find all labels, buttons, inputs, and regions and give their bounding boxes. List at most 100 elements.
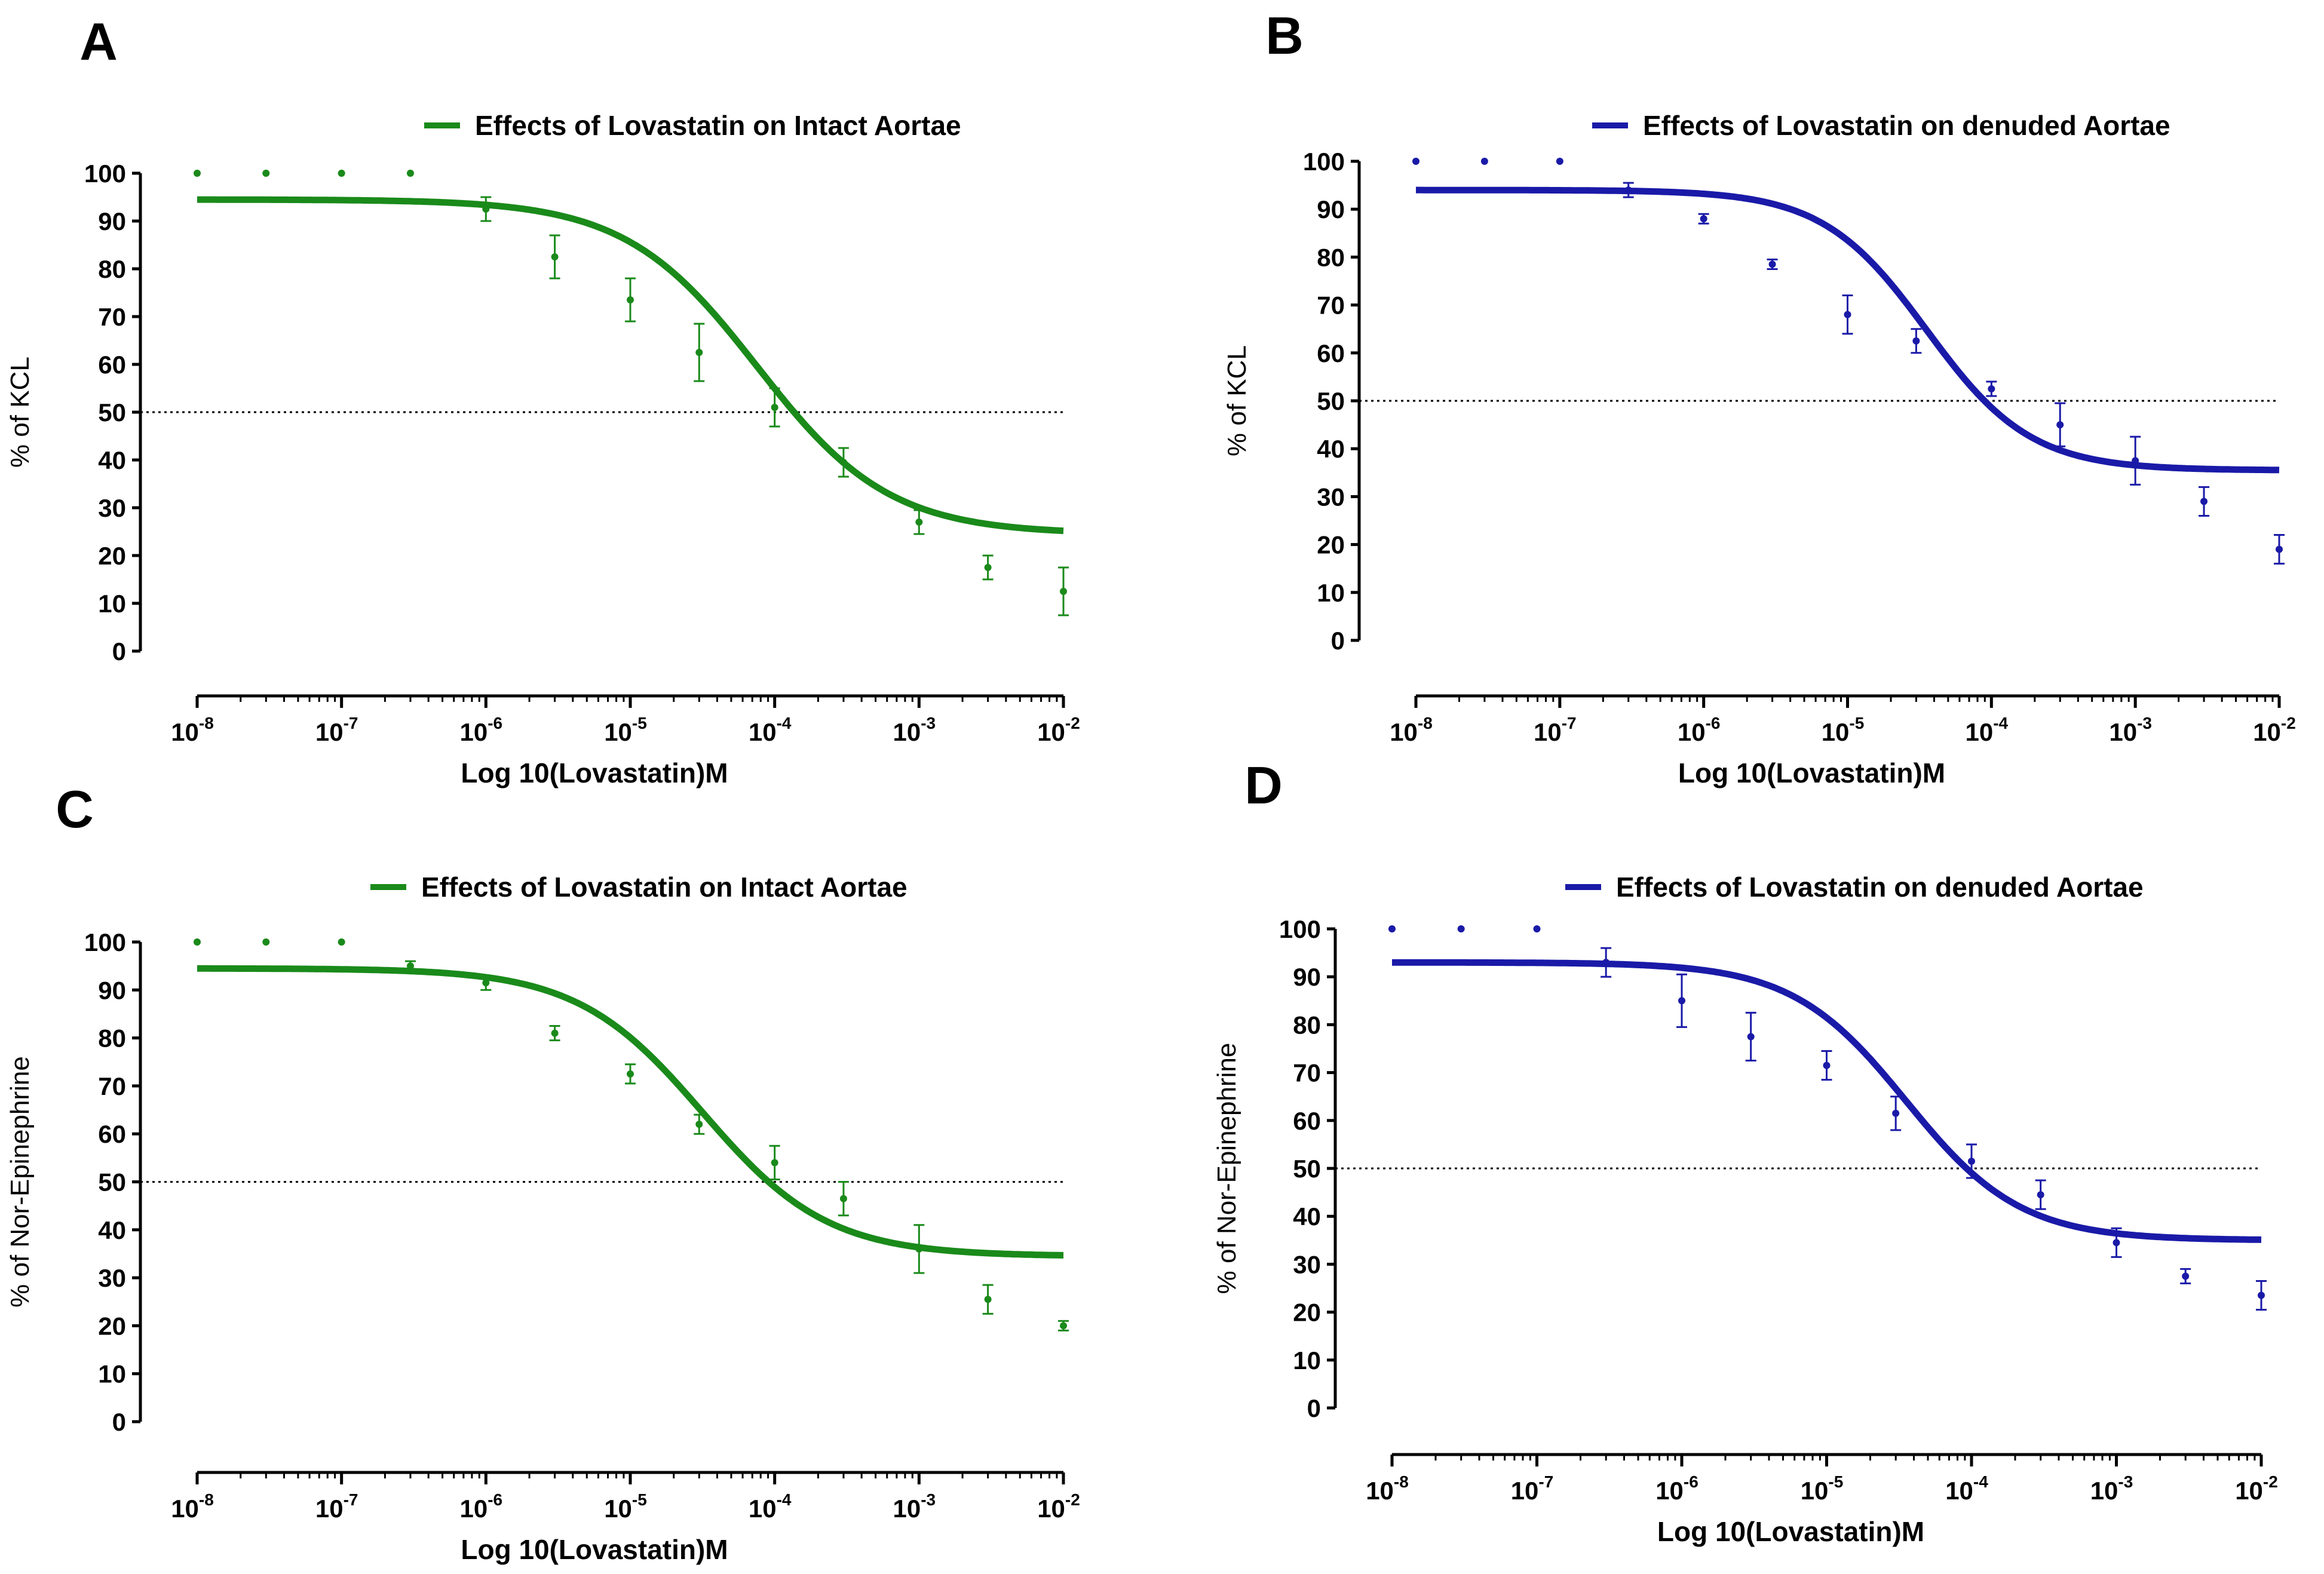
x-tick-base: 10	[2253, 718, 2281, 746]
data-point	[262, 938, 270, 946]
fit-curve	[197, 196, 1064, 535]
data-point	[406, 170, 414, 177]
y-axis-title: % of KCL	[5, 357, 35, 468]
x-tick-label: 10-2	[1037, 714, 1080, 746]
data-point	[338, 938, 345, 946]
x-tick-base: 10	[604, 1495, 632, 1523]
data-point	[551, 253, 559, 260]
panel-letter: C	[56, 780, 94, 839]
legend-label: Effects of Lovastatin on Intact Aortae	[475, 110, 961, 141]
y-tick-label: 50	[1293, 1155, 1321, 1183]
x-tick-exponent: -2	[2263, 1472, 2278, 1491]
x-tick-base: 10	[1037, 718, 1065, 746]
x-tick-label: 10-7	[1534, 714, 1577, 746]
x-tick-exponent: -5	[1849, 714, 1864, 732]
x-tick-exponent: -6	[488, 714, 502, 732]
x-tick-base: 10	[749, 1495, 777, 1523]
x-tick-exponent: -3	[921, 1490, 936, 1509]
x-tick-exponent: -2	[2281, 714, 2296, 732]
y-tick-label: 20	[98, 542, 126, 570]
data-point	[1912, 337, 1920, 345]
x-tick-label: 10-3	[893, 714, 936, 746]
y-axis-title: % of Nor-Epinephrine	[5, 1056, 35, 1308]
y-tick-label: 40	[1317, 435, 1345, 463]
data-point	[1892, 1109, 1900, 1117]
data-point	[1624, 186, 1632, 194]
data-point	[839, 1195, 847, 1202]
x-tick-exponent: -2	[1065, 1490, 1080, 1509]
y-tick-label: 90	[98, 207, 126, 235]
x-tick-base: 10	[1945, 1477, 1973, 1505]
panel-b: B Effects of Lovastatin on denuded Aortae…	[1222, 6, 2296, 788]
y-tick-label: 20	[1317, 531, 1345, 559]
data-point	[1060, 1322, 1067, 1330]
y-tick-label: 100	[1303, 148, 1345, 176]
panel-d: D Effects of Lovastatin on denuded Aortae…	[1212, 756, 2278, 1547]
data-point	[695, 1121, 703, 1128]
data-point	[1988, 385, 1995, 392]
y-tick-label: 0	[1307, 1394, 1321, 1422]
x-tick-base: 10	[1678, 718, 1706, 746]
x-tick-base: 10	[604, 718, 632, 746]
x-tick-exponent: -7	[1538, 1472, 1553, 1491]
x-tick-label: 10-3	[2090, 1472, 2133, 1505]
y-tick-label: 20	[1293, 1299, 1321, 1327]
x-tick-exponent: -5	[632, 714, 647, 732]
x-tick-exponent: -3	[2137, 714, 2152, 732]
y-tick-label: 50	[1317, 387, 1345, 415]
x-tick-base: 10	[1822, 718, 1850, 746]
x-tick-exponent: -6	[1684, 1472, 1698, 1491]
y-tick-label: 100	[84, 928, 126, 956]
data-point	[1747, 1033, 1755, 1041]
x-tick-exponent: -4	[777, 714, 792, 732]
x-axis-title: Log 10(Lovastatin)M	[1657, 1516, 1924, 1547]
y-tick-label: 100	[84, 159, 126, 188]
x-tick-exponent: -3	[2118, 1472, 2133, 1491]
panel-letter: D	[1244, 756, 1283, 815]
x-tick-label: 10-4	[1945, 1472, 1988, 1505]
x-tick-label: 10-8	[171, 1490, 214, 1523]
data-point	[194, 938, 201, 946]
y-tick-label: 10	[1317, 579, 1345, 607]
data-point	[194, 170, 201, 177]
x-tick-exponent: -4	[777, 1490, 792, 1509]
x-tick-base: 10	[171, 718, 199, 746]
y-tick-label: 80	[98, 1024, 126, 1053]
data-point	[406, 962, 414, 970]
data-point	[1768, 260, 1776, 268]
x-tick-exponent: -6	[488, 1490, 502, 1509]
y-axis-title: % of KCL	[1222, 345, 1252, 456]
data-point	[2258, 1291, 2265, 1299]
y-tick-label: 30	[98, 494, 126, 522]
x-tick-label: 10-2	[2235, 1472, 2278, 1505]
x-tick-exponent: -8	[1418, 714, 1433, 732]
y-tick-label: 60	[1317, 339, 1345, 367]
data-point	[2056, 421, 2064, 429]
x-tick-label: 10-5	[604, 1490, 647, 1523]
y-tick-label: 40	[98, 446, 126, 474]
data-point	[1678, 997, 1685, 1005]
y-tick-label: 10	[98, 590, 126, 618]
data-point	[1602, 959, 1610, 967]
data-point	[1480, 158, 1488, 165]
data-point	[482, 979, 490, 987]
y-tick-label: 60	[1293, 1107, 1321, 1135]
x-tick-exponent: -7	[1562, 714, 1577, 732]
y-tick-label: 30	[1293, 1250, 1321, 1278]
data-point	[1968, 1157, 1975, 1165]
panel-c: C Effects of Lovastatin on Intact Aortae 0…	[5, 780, 1080, 1565]
data-point	[627, 296, 634, 303]
x-tick-exponent: -6	[1706, 714, 1721, 732]
data-point	[2182, 1272, 2190, 1280]
data-point	[262, 170, 270, 177]
x-tick-exponent: -3	[921, 714, 936, 732]
x-tick-label: 10-6	[1655, 1472, 1698, 1505]
data-point	[984, 1296, 992, 1303]
y-tick-label: 70	[98, 303, 126, 331]
x-tick-exponent: -2	[1065, 714, 1080, 732]
x-tick-base: 10	[1390, 718, 1418, 746]
data-point	[482, 205, 490, 213]
x-tick-label: 10-5	[1822, 714, 1865, 746]
x-tick-base: 10	[315, 718, 344, 746]
x-tick-label: 10-6	[460, 714, 503, 746]
